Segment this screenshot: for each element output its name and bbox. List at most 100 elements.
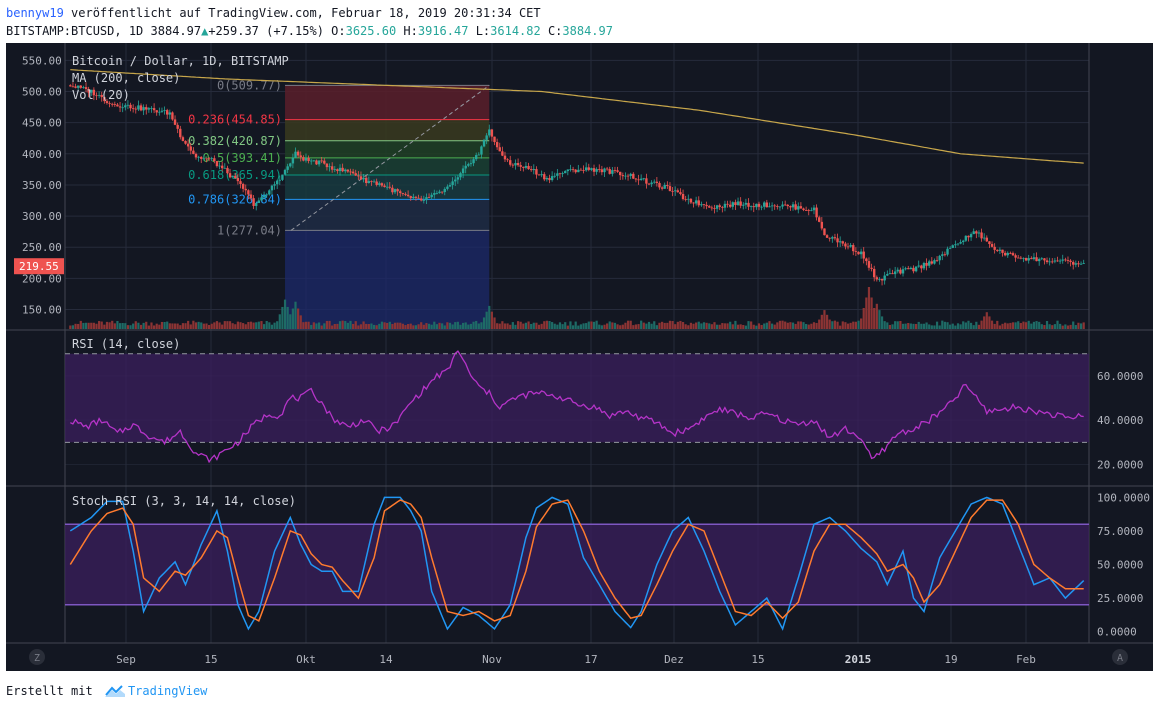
volume-bar [391,323,394,329]
volume-bar [488,305,491,329]
price-legend-1: MA (200, close) [72,71,180,85]
volume-bar [791,322,795,329]
candle-body [930,261,934,264]
volume-bar [464,322,467,329]
volume-bar [448,322,452,329]
candle-body [270,185,274,191]
volume-bar [692,323,695,329]
volume-bar [765,322,768,329]
candle-body [121,107,124,109]
candle-body [778,206,782,208]
volume-bar [689,322,693,329]
volume-bar [412,325,415,329]
fib-level-label: 0(509.77) [217,78,282,92]
volume-bar [100,321,103,329]
volume-bar [160,321,164,329]
candle-body [231,175,234,178]
volume-bar [729,321,732,329]
candle-body [896,269,899,272]
candle-body [922,262,926,269]
volume-bar [1035,321,1038,329]
candle-body [275,180,279,185]
volume-bar [566,325,569,329]
candle-body [249,194,253,199]
candle-body [873,268,876,278]
auto-scale-button[interactable] [1112,649,1128,665]
volume-bar [922,323,926,329]
volume-bar [126,325,130,329]
volume-bar [600,325,603,329]
candle-body [283,169,287,175]
volume-bar [540,323,543,329]
fib-extension-zone [285,230,490,330]
candle-body [359,176,363,180]
volume-bar [862,308,865,329]
candle-body [472,159,475,164]
volume-bar [317,322,321,329]
candle-body [281,174,284,180]
tradingview-link[interactable]: TradingView [127,684,208,698]
last-price-tag-label: 219.55 [19,260,59,273]
candle-body [875,277,879,280]
chart-canvas[interactable]: 550.00 500.00 450.00 400.00 350.00 300.00 250.… [6,43,1153,671]
volume-bar [702,322,706,329]
volume-bar [299,315,302,329]
fibonacci-retracement[interactable]: 0(509.77) 0.236(454.85) 0.382(420.87) 0.5(3… [188,78,490,330]
volume-bar [899,321,902,329]
volume-bar [121,322,124,329]
candle-body [74,86,77,88]
candle-body [168,112,172,115]
volume-bar [1053,324,1056,329]
candle-body [639,178,643,180]
candle-body [1001,249,1004,253]
candle-body [969,234,973,238]
candle-body [959,242,962,244]
stoch-axis-label: 25.0000 [1097,592,1143,605]
volume-bar [760,325,763,329]
candle-body [289,163,292,167]
volume-bar [147,325,150,329]
candle-body [726,203,729,205]
volume-bar [370,323,373,329]
volume-bar [171,323,174,329]
volume-bar [291,308,294,329]
volume-bar [828,319,831,329]
candle-body [192,150,195,154]
volume-bar [187,320,190,329]
candle-body [883,275,886,281]
volume-bar [857,320,860,329]
last-price-tag [14,258,64,275]
candle-body [181,137,185,141]
volume-bar [1048,324,1051,329]
candle-body [941,254,944,256]
zoom-reset-button[interactable] [29,649,45,665]
candle-body [891,273,894,275]
volume-bar [113,323,116,329]
candle-body [912,267,915,272]
footer: Erstellt mit TradingView [6,684,207,698]
candle-body [794,204,797,210]
candle-body [838,241,842,243]
volume-bar [925,322,928,329]
volume-bar [1024,322,1028,329]
candle-body [697,200,700,206]
candle-body [506,159,509,161]
candle-body [571,169,575,171]
author-link[interactable]: bennyw19 [6,6,64,20]
volume-bar [1059,323,1062,329]
volume-bar [941,320,944,329]
candle-body [637,179,640,181]
volume-bar [998,325,1001,329]
candle-body [71,86,75,88]
candle-body [401,193,405,194]
volume-bar [878,310,881,329]
volume-bar [543,321,546,329]
candle-body [747,202,750,207]
candle-body [90,89,93,93]
candle-body [419,198,423,201]
volume-bar [695,322,698,329]
candle-body [111,103,114,105]
volume-bar [909,323,912,329]
volume-bar [757,323,761,329]
volume-bar [223,321,226,329]
